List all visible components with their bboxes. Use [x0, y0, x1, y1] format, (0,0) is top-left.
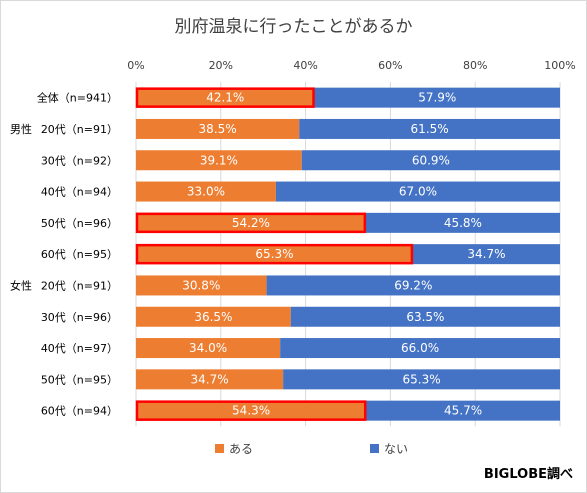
bar-segment-aru: [136, 181, 276, 202]
data-label: 57.9%: [418, 91, 456, 105]
data-label: 63.5%: [406, 310, 444, 324]
x-tick-label: 0%: [127, 59, 144, 72]
category-label: 60代（n=94）: [41, 405, 118, 418]
category-label: 30代（n=92）: [41, 154, 118, 167]
highlight-box: [135, 212, 367, 234]
source-label: BIGLOBE調べ: [483, 467, 573, 482]
bar-segment-nai: [299, 118, 560, 139]
data-label: 60.9%: [412, 153, 450, 167]
bar-segment-nai: [283, 369, 560, 390]
data-label: 54.3%: [232, 404, 270, 418]
data-label: 45.8%: [444, 216, 482, 230]
bar-segment-aru: [136, 118, 300, 139]
group-label: 男性: [10, 122, 32, 136]
bar-segment-nai: [301, 150, 560, 171]
data-label: 66.0%: [401, 341, 439, 355]
bar-segment-nai: [290, 306, 560, 327]
category-label: 30代（n=96）: [41, 311, 118, 324]
legend-label: ある: [229, 442, 253, 456]
data-label: 34.7%: [467, 247, 505, 261]
bar-segment-aru: [136, 400, 367, 421]
bar-segment-aru: [136, 306, 291, 327]
bar-segment-aru: [136, 87, 315, 108]
x-tick-label: 60%: [378, 59, 402, 72]
bar-segment-nai: [280, 338, 560, 359]
data-label: 30.8%: [182, 278, 220, 292]
x-tick-label: 80%: [463, 59, 487, 72]
category-label: 60代（n=95）: [41, 248, 118, 261]
highlight-box: [135, 87, 315, 108]
group-label: 女性: [10, 278, 32, 292]
data-label: 61.5%: [411, 122, 449, 136]
bar-segment-nai: [412, 244, 560, 265]
legend-label: ない: [384, 442, 408, 456]
data-label: 67.0%: [399, 185, 437, 199]
bar-segment-nai: [266, 275, 560, 296]
bar-segment-nai: [275, 181, 560, 202]
legend-swatch: [215, 444, 224, 453]
bar-segment-aru: [136, 244, 413, 265]
data-label: 39.1%: [200, 153, 238, 167]
data-label: 65.3%: [403, 372, 441, 386]
highlight-box: [135, 243, 414, 265]
chart-title: 別府温泉に行ったことがあるか: [174, 17, 413, 37]
x-tick-label: 40%: [293, 59, 317, 72]
data-label: 38.5%: [199, 122, 237, 136]
highlight-box: [135, 400, 367, 421]
data-label: 54.2%: [232, 216, 270, 230]
data-label: 45.7%: [444, 404, 482, 418]
bar-segment-aru: [136, 338, 281, 359]
data-label: 33.0%: [187, 185, 225, 199]
x-tick-label: 100%: [544, 59, 575, 72]
bar-segment-nai: [365, 212, 560, 233]
legend-swatch: [370, 444, 379, 453]
data-label: 34.0%: [189, 341, 227, 355]
category-label: 40代（n=97）: [41, 342, 118, 355]
bar-segment-nai: [366, 400, 560, 421]
category-label: 50代（n=95）: [41, 373, 118, 386]
category-label: 20代（n=91）: [41, 279, 118, 292]
category-label: 全体（n=941）: [37, 91, 118, 105]
category-label: 20代（n=91）: [41, 123, 118, 136]
category-label: 50代（n=96）: [41, 217, 118, 230]
bar-segment-aru: [136, 369, 284, 390]
data-label: 36.5%: [194, 310, 232, 324]
data-label: 42.1%: [206, 91, 244, 105]
data-label: 65.3%: [255, 247, 293, 261]
category-label: 40代（n=94）: [41, 186, 118, 199]
data-label: 34.7%: [191, 372, 229, 386]
bar-segment-aru: [136, 150, 302, 171]
bar-segment-aru: [136, 212, 366, 233]
x-tick-label: 20%: [209, 59, 233, 72]
bar-segment-aru: [136, 275, 267, 296]
data-label: 69.2%: [394, 278, 432, 292]
bar-segment-nai: [314, 87, 560, 108]
